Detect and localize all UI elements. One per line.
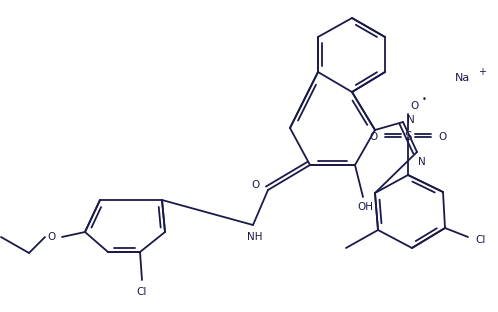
Text: +: +	[478, 67, 486, 77]
Text: •: •	[422, 95, 426, 105]
Text: Cl: Cl	[476, 235, 486, 245]
Text: O: O	[369, 132, 377, 142]
Text: N: N	[407, 115, 415, 125]
Text: O: O	[439, 132, 447, 142]
Text: O: O	[411, 101, 419, 111]
Text: O: O	[251, 180, 259, 190]
Text: N: N	[418, 157, 426, 167]
Text: O: O	[47, 232, 55, 242]
Text: S: S	[404, 130, 412, 144]
Text: Cl: Cl	[137, 287, 147, 297]
Text: OH: OH	[357, 202, 373, 212]
Text: Na: Na	[455, 73, 470, 83]
Text: NH: NH	[247, 232, 263, 242]
